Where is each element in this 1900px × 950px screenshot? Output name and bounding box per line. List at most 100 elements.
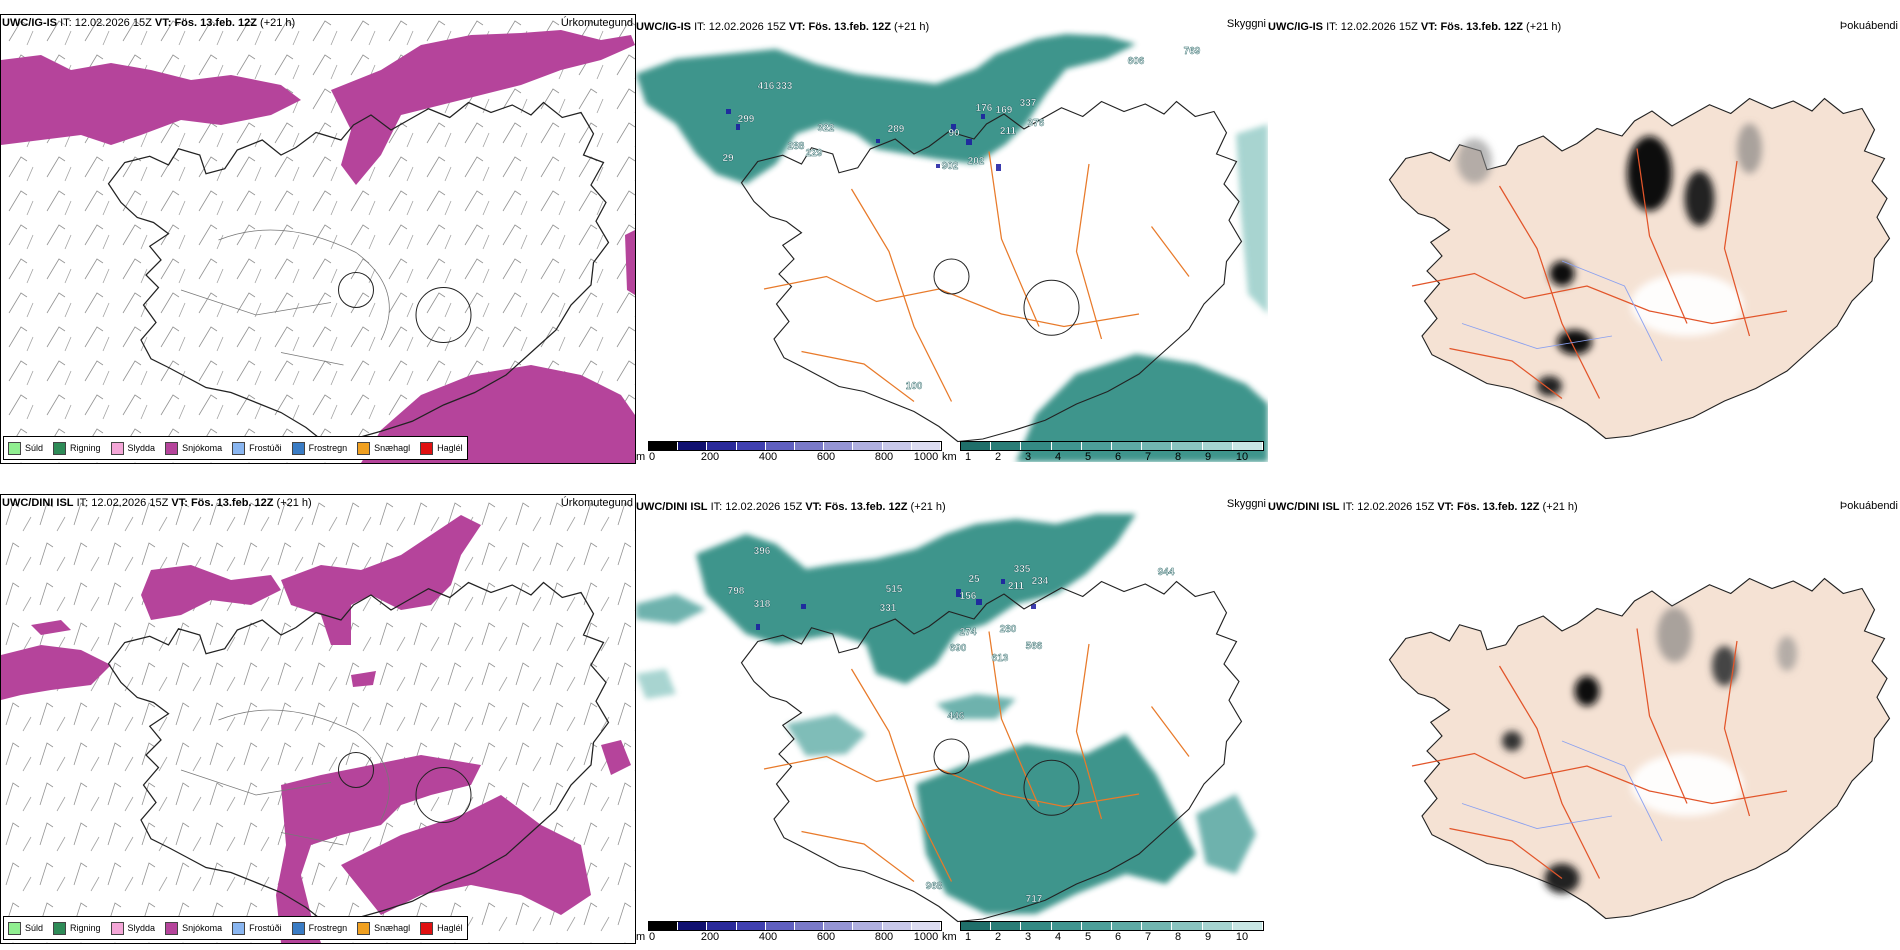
lead-time: (+21 h) (276, 497, 312, 509)
legend-swatch (165, 921, 179, 935)
legend-label: Frostregn (308, 923, 348, 933)
panel-title-fog-top: UWC/IG-IS IT: 12.02.2026 15Z VT: Fös. 13… (1268, 21, 1561, 33)
precip-legend-bottom: Súld Rigning Slydda Snjókoma Frostúði Fr… (3, 916, 468, 940)
legend-swatch (110, 921, 124, 935)
ceiling-value: 968 (926, 881, 943, 892)
it-value: 12.02.2026 15Z (725, 501, 803, 513)
legend-label: Frostregn (308, 443, 348, 453)
cloud-base-scale-top: m 0 200 400 600 800 1000 (636, 439, 942, 465)
legend-item: Frostúði (232, 921, 282, 935)
it-value: 12.02.2026 15Z (1357, 501, 1435, 513)
cloud-base-scale-bottom: m 0 200 400 600 800 1000 (636, 919, 942, 945)
scale-unit: m (636, 451, 646, 463)
ceiling-value: 944 (1158, 567, 1175, 578)
legend-swatch (420, 441, 434, 455)
lead-time: (+21 h) (894, 21, 930, 33)
ceiling-value: 322 (818, 123, 835, 134)
visibility-scale-top: km 1 2 3 4 5 6 7 8 9 10 (942, 439, 1268, 465)
ceiling-value: 211 (1000, 126, 1017, 137)
fog-map-top (1388, 97, 1891, 440)
it-label: IT: (60, 17, 72, 29)
legend-item: Haglél (420, 441, 463, 455)
ceiling-value: 274 (960, 627, 977, 638)
ceiling-value: 90 (948, 128, 960, 139)
cloud-base-colorbar (648, 441, 942, 451)
legend-label: Haglél (437, 923, 463, 933)
it-value: 12.02.2026 15Z (708, 21, 786, 33)
ceiling-value: 333 (776, 81, 793, 92)
precip-legend-top: Súld Rigning Slydda Snjókoma Frostúði Fr… (3, 436, 468, 460)
legend-item: Súld (8, 921, 43, 935)
ceiling-value: 280 (1000, 624, 1017, 635)
scale-tick: 2 (994, 451, 1002, 463)
legend-swatch (357, 441, 371, 455)
scale-tick: 400 (758, 931, 778, 943)
scale-tick: 600 (816, 931, 836, 943)
scale-tick: 3 (1024, 931, 1032, 943)
panel-label-precip: Úrkomutegund (560, 497, 633, 509)
legend-item: Frostregn (291, 441, 348, 455)
legend-swatch (110, 441, 124, 455)
scale-tick: 9 (1204, 931, 1212, 943)
ceiling-value: 299 (738, 114, 755, 125)
visibility-colorbar (960, 921, 1264, 931)
scale-tick: 600 (816, 451, 836, 463)
scale-tick: 8 (1174, 931, 1182, 943)
cloud-base-colorbar (648, 921, 942, 931)
legend-swatch (291, 921, 305, 935)
scale-tick: 6 (1114, 931, 1122, 943)
legend-label: Frostúði (249, 443, 282, 453)
ceiling-value: 606 (1128, 56, 1145, 67)
panel-title-vis-bottom: UWC/DINI ISL IT: 12.02.2026 15Z VT: Fös.… (636, 501, 946, 513)
precip-type-panel-top: UWC/IG-IS IT: 12.02.2026 15Z VT: Fös. 13… (0, 14, 636, 464)
scale-tick: 0 (648, 931, 656, 943)
legend-swatch (53, 921, 67, 935)
legend-label: Snæhagl (374, 923, 411, 933)
it-label: IT: (1326, 21, 1338, 33)
scale-unit: m (636, 931, 646, 943)
scale-tick: 1000 (913, 451, 939, 463)
legend-item: Súld (8, 441, 44, 455)
legend-swatch (53, 441, 67, 455)
legend-label: Súld (25, 443, 44, 453)
it-value: 12.02.2026 15Z (1340, 21, 1418, 33)
scale-tick: 200 (700, 931, 720, 943)
vt-value: Fös. 13.feb. 12Z (1456, 501, 1540, 513)
fog-panel-bottom: Þokuábendi (1268, 494, 1900, 942)
visibility-panel-top: 416 333 299 322 288 229 29 289 90 176 169 337 211 376… (636, 14, 1268, 462)
visibility-colorbar (960, 441, 1264, 451)
vt-label: VT: (805, 501, 822, 513)
visibility-scale-bottom: km 1 2 3 4 5 6 7 8 9 10 (942, 919, 1268, 945)
visibility-panel-bottom: 396 798 318 515 331 25 156 335 234 211 274 280 690 61… (636, 494, 1268, 942)
panel-title-fog-bottom: UWC/DINI ISL IT: 12.02.2026 15Z VT: Fös.… (1268, 501, 1578, 513)
panel-label-fog: Þokuábendi (1839, 20, 1898, 32)
vt-label: VT: (171, 497, 188, 509)
legend-item: Slydda (110, 441, 155, 455)
scale-tick: 2 (994, 931, 1002, 943)
legend-label: Snæhagl (374, 443, 411, 453)
scale-unit: km (942, 451, 957, 463)
legend-swatch (291, 441, 305, 455)
ceiling-value: 289 (888, 124, 905, 135)
ceiling-value: 176 (976, 103, 993, 114)
vt-label: VT: (154, 17, 172, 29)
model-name: UWC/IG-IS (1268, 21, 1323, 33)
panel-title-vis-top: UWC/IG-IS IT: 12.02.2026 15Z VT: Fös. 13… (636, 21, 929, 33)
vt-value: Fös. 13.feb. 12Z (1440, 21, 1523, 33)
model-name: UWC/IG-IS (2, 17, 57, 29)
scale-tick: 5 (1084, 931, 1092, 943)
ceiling-value: 100 (906, 381, 923, 392)
legend-item: Snæhagl (357, 441, 411, 455)
legend-label: Snjókoma (182, 443, 223, 453)
ceiling-value: 566 (1026, 641, 1043, 652)
vt-value: Fös. 13.feb. 12Z (174, 17, 257, 29)
vt-label: VT: (1420, 21, 1438, 33)
ceiling-value: 335 (1014, 564, 1031, 575)
model-name: UWC/DINI ISL (1268, 501, 1340, 513)
panel-label-visibility: Skyggni (1226, 18, 1266, 30)
legend-item: Rigning (53, 441, 101, 455)
legend-label: Rigning (70, 923, 101, 933)
legend-item: Slydda (110, 921, 155, 935)
